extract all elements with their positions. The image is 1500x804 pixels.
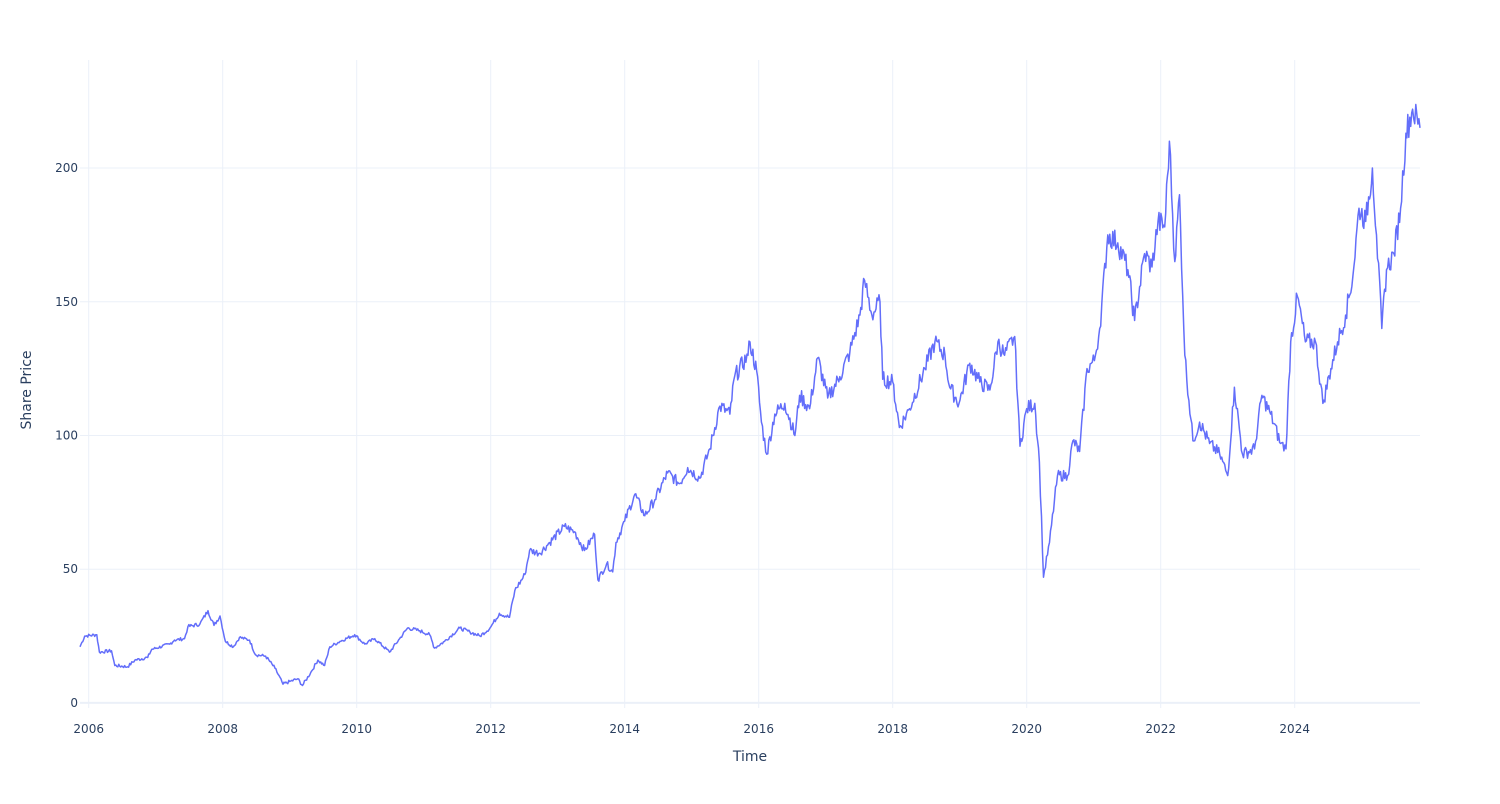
y-tick-label: 100 <box>55 428 78 442</box>
grid <box>80 60 1420 708</box>
y-axis-ticks: 0 50 100 150 200 <box>55 161 78 710</box>
x-tick-label: 2016 <box>743 722 774 736</box>
x-tick-label: 2006 <box>73 722 104 736</box>
plot-area[interactable] <box>79 103 1421 687</box>
series-line <box>79 103 1421 687</box>
y-axis-title: Share Price <box>19 350 35 429</box>
x-axis-title: Time <box>732 749 767 765</box>
x-tick-label: 2024 <box>1279 722 1310 736</box>
x-tick-label: 2010 <box>341 722 372 736</box>
x-tick-label: 2008 <box>207 722 238 736</box>
y-tick-label: 150 <box>55 295 78 309</box>
y-tick-label: 50 <box>63 562 78 576</box>
x-axis-ticks: 2006 2008 2010 2012 2014 2016 2018 2020 2022 2024 <box>73 722 1310 736</box>
y-tick-label: 0 <box>70 696 78 710</box>
y-tick-label: 200 <box>55 161 78 175</box>
x-tick-label: 2020 <box>1011 722 1042 736</box>
x-tick-label: 2012 <box>475 722 506 736</box>
x-tick-label: 2014 <box>609 722 640 736</box>
x-tick-label: 2018 <box>877 722 908 736</box>
x-tick-label: 2022 <box>1145 722 1176 736</box>
